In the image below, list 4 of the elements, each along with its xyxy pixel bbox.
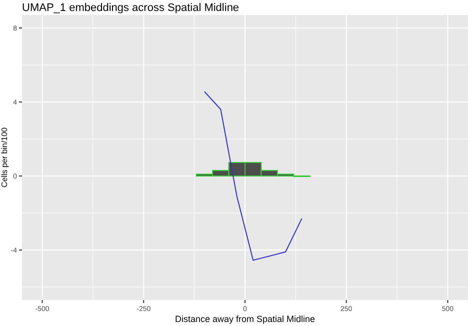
x-axis-title: Distance away from Spatial Midline [174,314,316,324]
line-series [204,91,302,261]
y-axis-title: Cells per bin/100 [0,126,9,188]
chart-title: UMAP_1 embeddings across Spatial Midline [22,2,240,14]
